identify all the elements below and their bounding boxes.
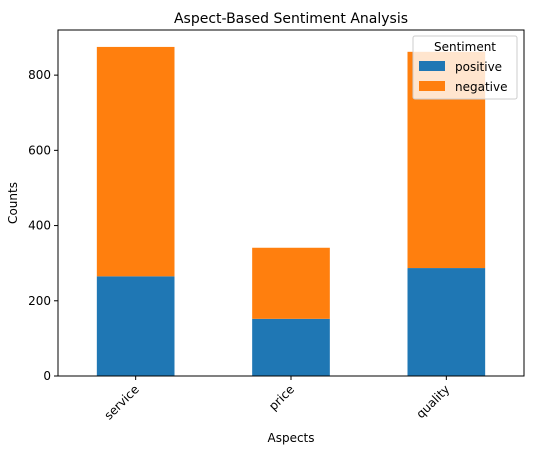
- y-tick-label: 400: [28, 219, 51, 233]
- legend: Sentiment positive negative: [412, 35, 518, 100]
- x-tick-label-service: service: [101, 382, 141, 422]
- legend-title: Sentiment: [434, 40, 496, 54]
- legend-swatch-positive: [419, 61, 445, 71]
- x-tick-label-quality: quality: [414, 382, 453, 421]
- y-tick-label: 0: [43, 369, 51, 383]
- bars-group: [96, 46, 486, 376]
- legend-swatch-negative: [419, 81, 445, 91]
- chart-title: Aspect-Based Sentiment Analysis: [174, 11, 408, 27]
- x-axis-label: Aspects: [267, 431, 314, 445]
- y-tick-label: 600: [28, 143, 51, 157]
- bar-positive-price: [252, 318, 330, 376]
- bar-negative-service: [96, 46, 175, 277]
- y-tick-label: 800: [28, 68, 51, 82]
- bar-negative-price: [252, 247, 330, 319]
- legend-label-negative: negative: [455, 80, 507, 94]
- y-tick-label: 200: [28, 294, 51, 308]
- y-axis-label: Counts: [6, 182, 20, 224]
- legend-label-positive: positive: [455, 60, 502, 74]
- x-tick-label-price: price: [266, 382, 297, 413]
- bar-positive-quality: [407, 268, 486, 376]
- bar-positive-service: [96, 276, 175, 376]
- y-axis-ticks: 0 200 400 600 800: [28, 68, 58, 383]
- x-axis-ticks: service price quality: [101, 376, 452, 423]
